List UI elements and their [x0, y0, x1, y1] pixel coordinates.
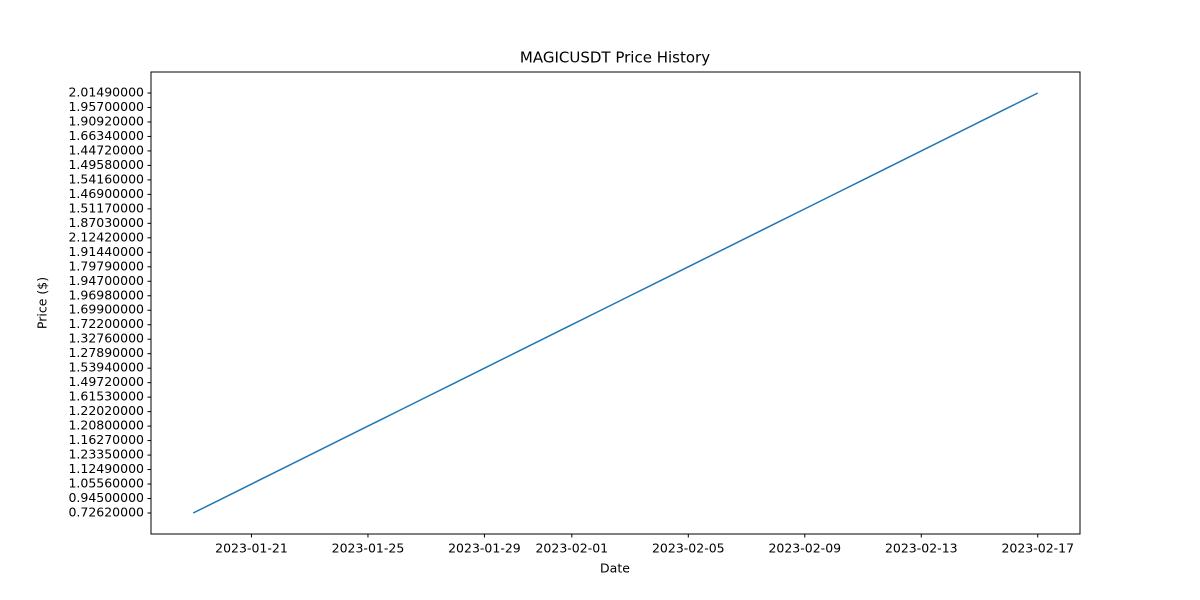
- y-tick-label: 1.96980000: [68, 287, 144, 302]
- x-tick-label: 2023-01-21: [215, 541, 288, 556]
- y-tick-label: 1.87030000: [68, 215, 144, 230]
- y-tick-label: 1.72200000: [68, 316, 144, 331]
- x-tick-label: 2023-01-25: [332, 541, 405, 556]
- y-tick-label: 1.23350000: [68, 447, 144, 462]
- y-tick-label: 2.12420000: [68, 229, 144, 244]
- y-tick-label: 0.94500000: [68, 490, 144, 505]
- x-tick-label: 2023-02-01: [535, 541, 608, 556]
- y-tick-label: 1.51170000: [68, 200, 144, 215]
- x-tick-label: 2023-02-13: [885, 541, 958, 556]
- y-tick-label: 1.05560000: [68, 476, 144, 491]
- y-tick-label: 1.16270000: [68, 432, 144, 447]
- y-tick-label: 2.01490000: [68, 85, 144, 100]
- y-tick-label: 1.27890000: [68, 345, 144, 360]
- y-tick-label: 1.49580000: [68, 157, 144, 172]
- y-tick-label: 1.61530000: [68, 389, 144, 404]
- y-tick-label: 1.54160000: [68, 171, 144, 186]
- y-tick-label: 1.46900000: [68, 186, 144, 201]
- x-tick-label: 2023-01-29: [448, 541, 521, 556]
- y-tick-label: 1.53940000: [68, 360, 144, 375]
- x-axis-label: Date: [600, 561, 630, 576]
- y-tick-label: 1.22020000: [68, 403, 144, 418]
- y-tick-label: 1.49720000: [68, 374, 144, 389]
- y-tick-label: 1.91440000: [68, 244, 144, 259]
- y-tick-label: 1.95700000: [68, 99, 144, 114]
- y-tick-label: 1.12490000: [68, 461, 144, 476]
- x-tick-label: 2023-02-05: [652, 541, 725, 556]
- y-tick-label: 1.32760000: [68, 331, 144, 346]
- y-tick-label: 1.66340000: [68, 128, 144, 143]
- x-tick-label: 2023-02-17: [1001, 541, 1074, 556]
- y-tick-label: 1.90920000: [68, 113, 144, 128]
- y-tick-label: 1.79790000: [68, 258, 144, 273]
- chart-title: MAGICUSDT Price History: [520, 49, 710, 67]
- line-series: [192, 92, 1039, 514]
- y-tick-label: 1.44720000: [68, 142, 144, 157]
- y-tick-label: 0.72620000: [68, 505, 144, 520]
- x-tick-label: 2023-02-09: [768, 541, 841, 556]
- y-tick-label: 1.94700000: [68, 273, 144, 288]
- y-tick-label: 1.20800000: [68, 418, 144, 433]
- y-axis-label: Price ($): [35, 277, 50, 329]
- y-tick-label: 1.69900000: [68, 302, 144, 317]
- plot-frame: [150, 71, 1081, 535]
